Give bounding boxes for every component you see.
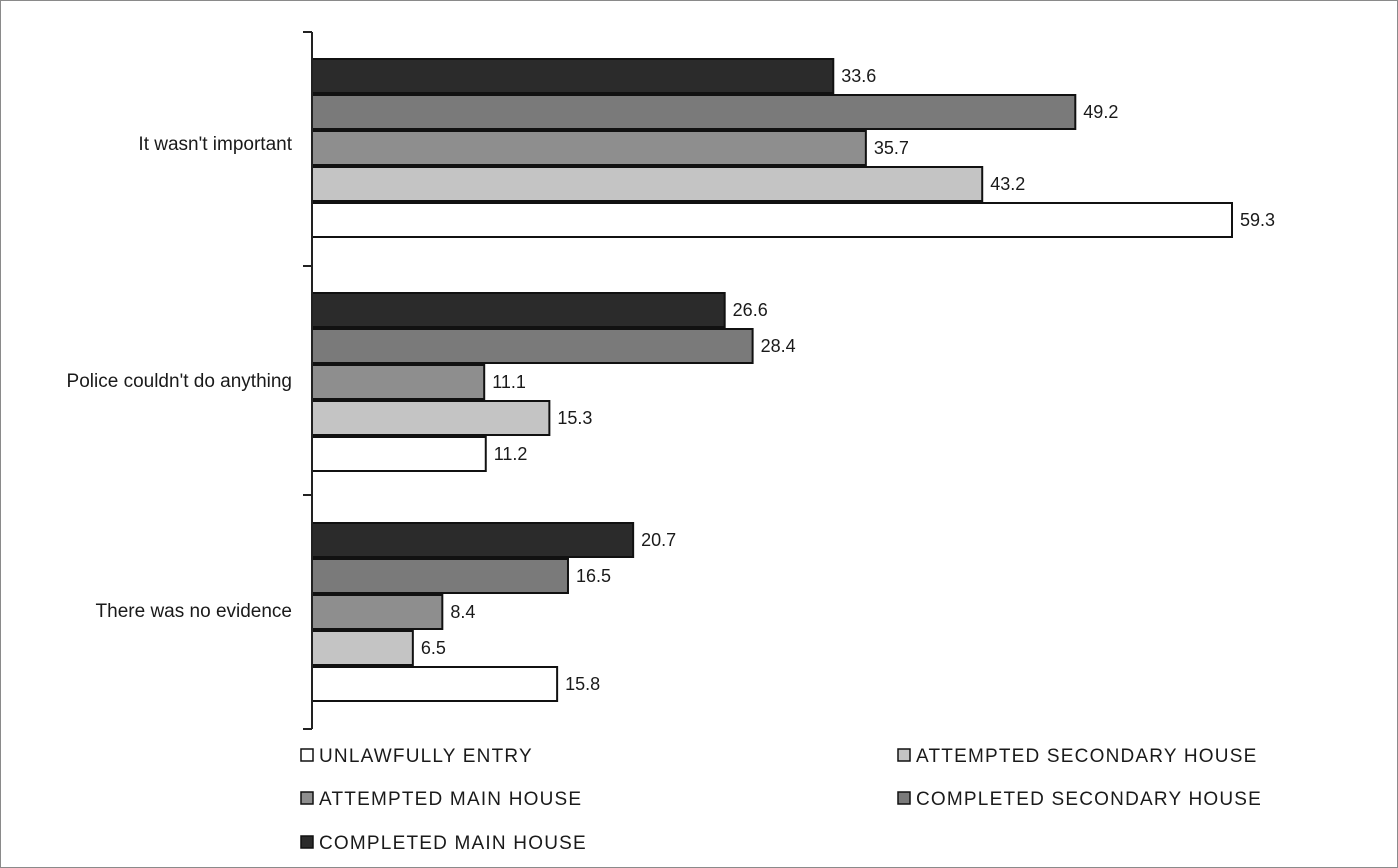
value-label: 49.2 xyxy=(1083,102,1118,122)
legend-label-attempted-secondary-house: ATTEMPTED SECONDARY HOUSE xyxy=(916,746,1257,767)
legend-label-completed-secondary-house: COMPLETED SECONDARY HOUSE xyxy=(916,789,1262,810)
legend-label-completed-main-house: COMPLETED MAIN HOUSE xyxy=(319,833,587,854)
bar-completed-main-house-1 xyxy=(311,58,835,94)
legend-label-attempted-main-house: ATTEMPTED MAIN HOUSE xyxy=(319,789,582,810)
category-axis xyxy=(303,31,313,730)
value-labels: 33.6 49.2 35.7 43.2 59.3 26.6 28.4 11.1 15.3 11.2… xyxy=(421,66,1275,694)
legend-swatch-attempted-secondary-house xyxy=(897,748,911,762)
legend-label-unlawfully-entry: UNLAWFULLY ENTRY xyxy=(319,746,533,767)
bar-attempted-main-house-1 xyxy=(311,130,867,166)
value-label: 15.8 xyxy=(565,674,600,694)
bar-attempted-secondary-house-3 xyxy=(311,630,414,666)
value-label: 33.6 xyxy=(841,66,876,86)
value-label: 8.4 xyxy=(450,602,475,622)
category-label-3: There was no evidence xyxy=(96,601,292,622)
legend-swatch-unlawfully-entry xyxy=(300,748,314,762)
value-label: 20.7 xyxy=(641,530,676,550)
value-label: 59.3 xyxy=(1240,210,1275,230)
category-labels: It wasn't important Police couldn't do an… xyxy=(67,134,293,622)
bar-completed-secondary-house-2 xyxy=(311,328,754,364)
category-label-1: It wasn't important xyxy=(138,134,292,155)
bar-unlawfully-entry-3 xyxy=(311,666,559,702)
value-label: 43.2 xyxy=(990,174,1025,194)
value-label: 35.7 xyxy=(874,138,909,158)
value-label: 11.1 xyxy=(492,372,526,392)
bar-completed-main-house-2 xyxy=(311,292,726,328)
legend-swatch-completed-main-house xyxy=(300,835,314,849)
bar-unlawfully-entry-2 xyxy=(311,436,487,472)
value-label: 11.2 xyxy=(494,444,528,464)
legend-swatch-completed-secondary-house xyxy=(897,791,911,805)
legend-swatch-attempted-main-house xyxy=(300,791,314,805)
bar-completed-secondary-house-1 xyxy=(311,94,1077,130)
value-label: 16.5 xyxy=(576,566,611,586)
bar-completed-main-house-3 xyxy=(311,522,635,558)
value-label: 15.3 xyxy=(557,408,592,428)
bar-completed-secondary-house-3 xyxy=(311,558,569,594)
bar-unlawfully-entry-1 xyxy=(311,202,1233,238)
bar-attempted-main-house-2 xyxy=(311,364,486,400)
category-label-2: Police couldn't do anything xyxy=(67,371,292,392)
bars-group xyxy=(311,58,1233,702)
legend: UNLAWFULLY ENTRY ATTEMPTED SECONDARY HOUS… xyxy=(300,746,1262,854)
bar-attempted-secondary-house-2 xyxy=(311,400,551,436)
value-label: 28.4 xyxy=(761,336,796,356)
bar-attempted-secondary-house-1 xyxy=(311,166,984,202)
value-label: 26.6 xyxy=(733,300,768,320)
value-label: 6.5 xyxy=(421,638,446,658)
bar-attempted-main-house-3 xyxy=(311,594,444,630)
